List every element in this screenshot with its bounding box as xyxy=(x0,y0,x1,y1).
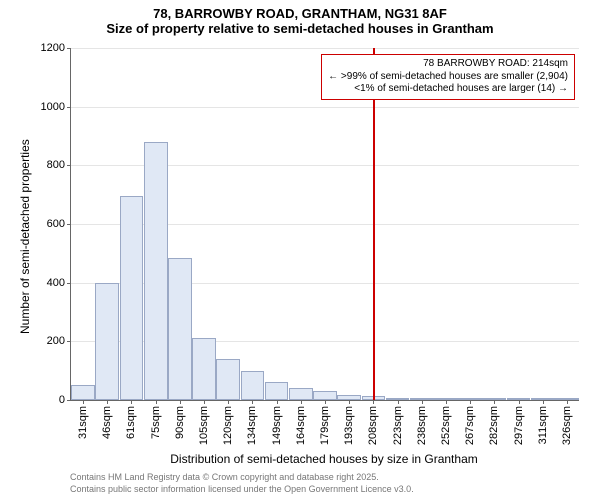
footer-line2: Contains public sector information licen… xyxy=(70,484,414,496)
xtick-mark xyxy=(398,400,399,404)
xtick-label: 61sqm xyxy=(125,406,137,439)
xtick-label: 223sqm xyxy=(392,406,404,445)
xtick-label: 326sqm xyxy=(561,406,573,445)
xtick-mark xyxy=(543,400,544,404)
histogram-bar xyxy=(144,142,168,400)
histogram-bar xyxy=(71,385,95,400)
xtick-label: 134sqm xyxy=(246,406,258,445)
plot-area: 02004006008001000120031sqm46sqm61sqm75sq… xyxy=(70,48,579,401)
histogram-bar xyxy=(168,258,192,400)
xtick-label: 282sqm xyxy=(488,406,500,445)
xtick-label: 238sqm xyxy=(416,406,428,445)
annotation-box: 78 BARROWBY ROAD: 214sqm← >99% of semi-d… xyxy=(321,54,575,100)
ytick-label: 800 xyxy=(47,159,65,171)
xtick-label: 105sqm xyxy=(198,406,210,445)
ytick-mark xyxy=(67,107,71,108)
grid-line xyxy=(71,48,579,49)
xtick-mark xyxy=(204,400,205,404)
ytick-mark xyxy=(67,283,71,284)
xtick-mark xyxy=(373,400,374,404)
chart-footer: Contains HM Land Registry data © Crown c… xyxy=(70,472,414,495)
y-axis-title: Number of semi-detached properties xyxy=(18,139,32,334)
chart-title-line1: 78, BARROWBY ROAD, GRANTHAM, NG31 8AF xyxy=(0,6,600,21)
xtick-label: 297sqm xyxy=(513,406,525,445)
ytick-mark xyxy=(67,165,71,166)
xtick-label: 164sqm xyxy=(295,406,307,445)
xtick-label: 252sqm xyxy=(440,406,452,445)
histogram-bar xyxy=(241,371,265,400)
xtick-mark xyxy=(519,400,520,404)
xtick-mark xyxy=(131,400,132,404)
xtick-mark xyxy=(156,400,157,404)
xtick-label: 75sqm xyxy=(150,406,162,439)
annotation-line3: <1% of semi-detached houses are larger (… xyxy=(328,83,568,96)
chart-container: 78, BARROWBY ROAD, GRANTHAM, NG31 8AF Si… xyxy=(0,0,600,500)
xtick-mark xyxy=(252,400,253,404)
ytick-label: 200 xyxy=(47,335,65,347)
xtick-label: 267sqm xyxy=(464,406,476,445)
xtick-mark xyxy=(277,400,278,404)
histogram-bar xyxy=(289,388,313,400)
xtick-label: 90sqm xyxy=(174,406,186,439)
xtick-mark xyxy=(301,400,302,404)
xtick-label: 193sqm xyxy=(343,406,355,445)
xtick-mark xyxy=(325,400,326,404)
xtick-mark xyxy=(180,400,181,404)
ytick-mark xyxy=(67,48,71,49)
ytick-label: 0 xyxy=(59,394,65,406)
xtick-label: 179sqm xyxy=(319,406,331,445)
xtick-mark xyxy=(83,400,84,404)
ytick-mark xyxy=(67,400,71,401)
ytick-mark xyxy=(67,224,71,225)
xtick-mark xyxy=(446,400,447,404)
xtick-label: 46sqm xyxy=(101,406,113,439)
ytick-mark xyxy=(67,341,71,342)
ytick-label: 1000 xyxy=(41,101,65,113)
xtick-mark xyxy=(494,400,495,404)
histogram-bar xyxy=(265,382,289,400)
ytick-label: 1200 xyxy=(41,42,65,54)
xtick-mark xyxy=(107,400,108,404)
annotation-line1: 78 BARROWBY ROAD: 214sqm xyxy=(328,58,568,71)
histogram-bar xyxy=(216,359,240,400)
grid-line xyxy=(71,107,579,108)
chart-title-line2: Size of property relative to semi-detach… xyxy=(0,21,600,36)
xtick-mark xyxy=(567,400,568,404)
xtick-label: 149sqm xyxy=(271,406,283,445)
ytick-label: 400 xyxy=(47,277,65,289)
histogram-bar xyxy=(192,338,216,400)
xtick-label: 208sqm xyxy=(367,406,379,445)
xtick-label: 120sqm xyxy=(222,406,234,445)
chart-title-block: 78, BARROWBY ROAD, GRANTHAM, NG31 8AF Si… xyxy=(0,6,600,36)
xtick-mark xyxy=(470,400,471,404)
xtick-mark xyxy=(228,400,229,404)
histogram-bar xyxy=(313,391,337,400)
xtick-mark xyxy=(422,400,423,404)
annotation-line2: ← >99% of semi-detached houses are small… xyxy=(328,71,568,84)
marker-line xyxy=(373,48,375,400)
xtick-mark xyxy=(349,400,350,404)
footer-line1: Contains HM Land Registry data © Crown c… xyxy=(70,472,414,484)
x-axis-title: Distribution of semi-detached houses by … xyxy=(70,452,578,466)
ytick-label: 600 xyxy=(47,218,65,230)
histogram-bar xyxy=(95,283,119,400)
histogram-bar xyxy=(120,196,144,400)
xtick-label: 311sqm xyxy=(537,406,549,444)
xtick-label: 31sqm xyxy=(77,406,89,439)
